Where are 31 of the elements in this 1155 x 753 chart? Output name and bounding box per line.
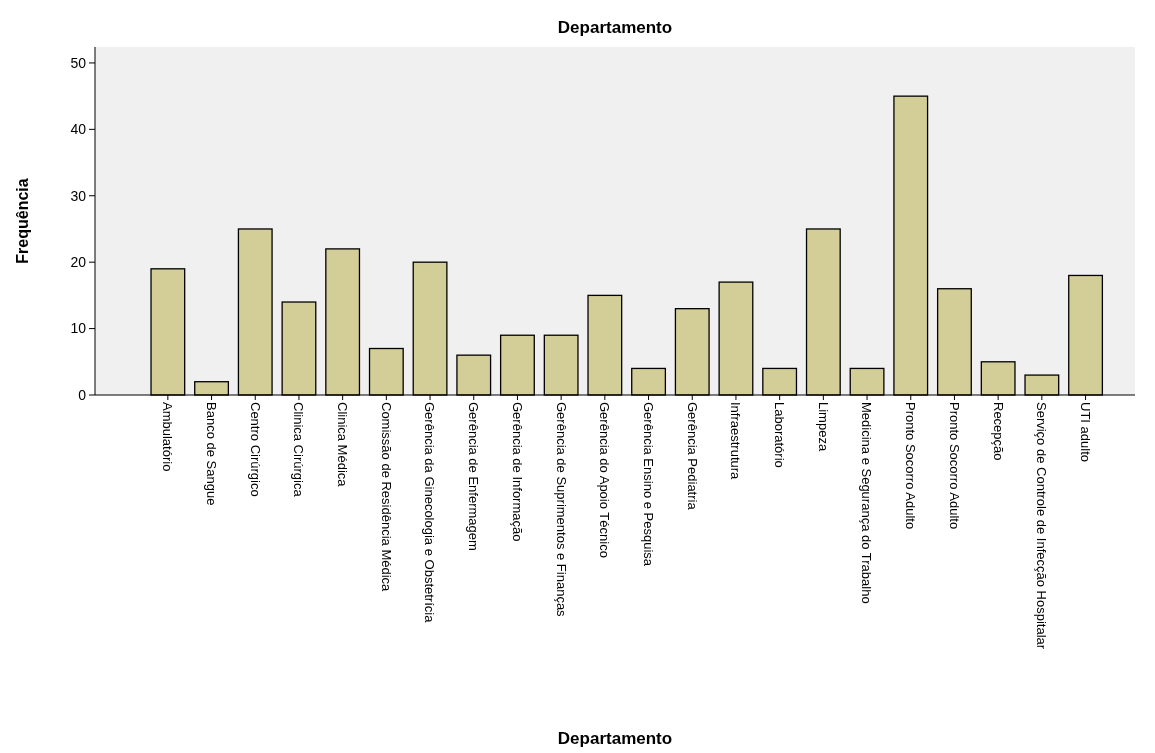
x-tick-label: Medicina e Segurança do Trabalho [859,402,875,604]
y-tick-label: 0 [78,386,87,403]
x-tick-label: Clinica Médica [335,402,351,488]
x-tick-label: Limpeza [815,402,831,452]
x-tick-label: Gerência Pediatria [684,402,700,511]
x-tick-label: Clinica Cirúrgica [291,402,307,498]
x-tick-label: Centro Cirúrgico [247,402,263,497]
x-tick-label: Ambulatório [160,402,176,472]
x-tick-label: UTI adulto [1078,402,1093,462]
x-tick-label: Gerência do Apoio Técnico [597,402,613,558]
x-tick-label: Gerência da Ginecologia e Obstetrícia [422,402,438,624]
x-tick-label: Serviço de Controle de Infecção Hospitalar [1034,402,1050,650]
y-tick-label: 50 [70,54,87,71]
x-axis-title: Departamento [557,729,673,748]
x-tick-label: Gerência de Enfermagem [466,402,482,551]
y-axis-title: Frequência [14,178,31,264]
x-tick-label: Gerência Ensino e Pesquisa [641,402,656,567]
x-tick-label: Pronto Socorro Adulto [903,402,919,530]
x-tick-label: Banco de Sangue [204,402,219,506]
chart-title: Departamento [557,18,673,37]
x-tick-label: Gerência de Suprimentos e Finanças [553,402,569,618]
x-tick-label: Recepção [990,402,1006,461]
y-tick-label: 20 [70,254,87,271]
x-tick-label: Infraestrutura [728,402,744,481]
y-tick-label: 40 [70,121,87,138]
y-tick-label: 10 [70,320,87,337]
x-tick-label: Comissão de Residência Médica [378,402,394,593]
x-tick-label: Gerência de Informação [509,402,525,542]
x-tick-label: Pronto Socorro Adulto [946,402,962,530]
y-tick-label: 30 [70,187,87,204]
x-tick-label: Laboratório [772,402,788,468]
